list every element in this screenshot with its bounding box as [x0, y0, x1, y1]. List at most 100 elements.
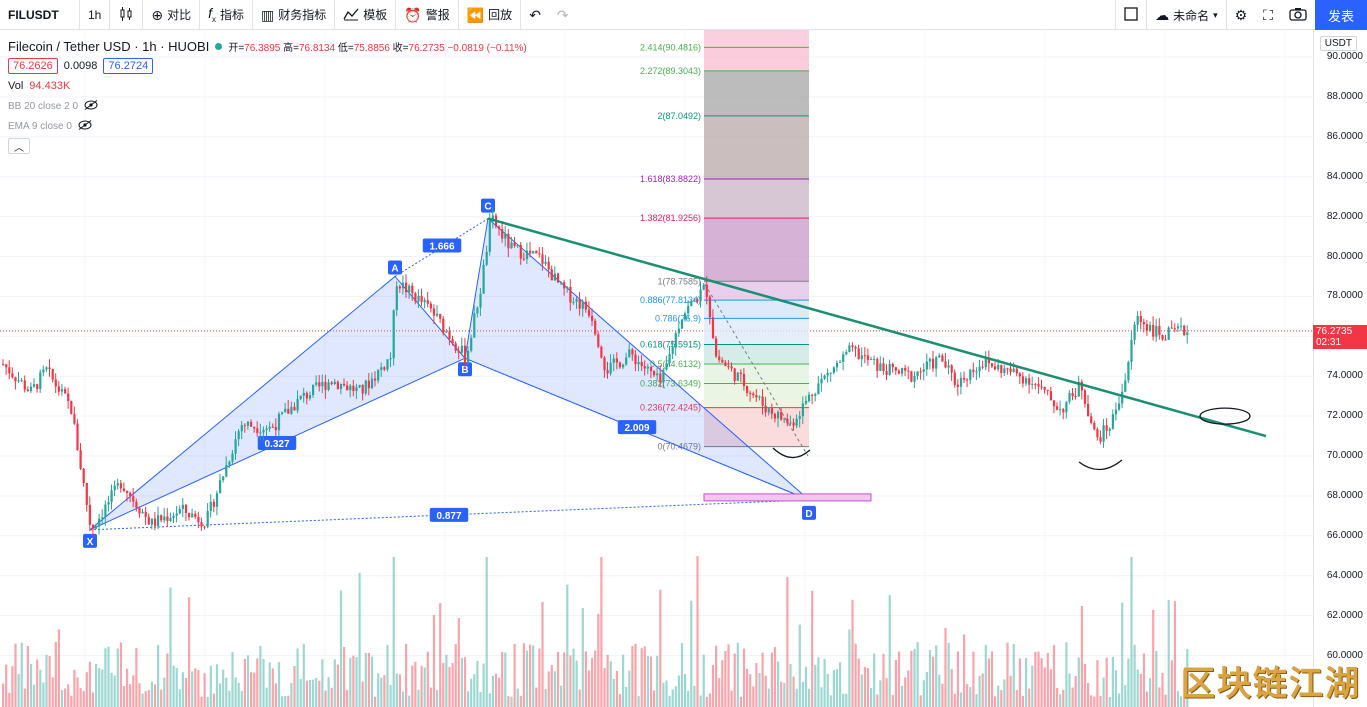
- undo-button[interactable]: ↶: [521, 0, 549, 30]
- candle-body: [904, 367, 907, 371]
- alert-button[interactable]: ⏰ 警报: [396, 0, 459, 30]
- volume-bar: [646, 656, 649, 707]
- high-value: 76.8134: [298, 42, 336, 54]
- indicators-button[interactable]: fx 指标: [200, 0, 254, 30]
- volume-bar: [191, 671, 194, 707]
- candle-body: [758, 396, 761, 398]
- volume-bar: [761, 652, 764, 707]
- layout-name-button[interactable]: ☁ 未命名 ▾: [1147, 0, 1227, 30]
- volume-bar: [1186, 648, 1189, 707]
- candle-body: [389, 358, 392, 360]
- candle-body: [656, 373, 659, 376]
- compare-button[interactable]: ⊕ 对比: [143, 0, 201, 30]
- volume-bar: [832, 670, 835, 707]
- ask-price[interactable]: 76.2724: [103, 58, 154, 74]
- collapse-legend-button[interactable]: ︿: [8, 138, 30, 154]
- candle-body: [597, 334, 600, 347]
- volume-bar: [1083, 663, 1087, 707]
- templates-button[interactable]: 模板: [335, 0, 397, 30]
- candle-body: [820, 378, 823, 384]
- volume-bar: [966, 684, 969, 707]
- volume-bar: [473, 674, 476, 707]
- settings-button[interactable]: ⚙: [1227, 0, 1256, 30]
- volume-bar: [947, 642, 950, 707]
- candle-body: [293, 406, 296, 411]
- volume-bar: [48, 655, 51, 707]
- axis-tick-label: 86.0000: [1326, 130, 1363, 142]
- volume-bar: [426, 651, 429, 707]
- redo-button[interactable]: ↷: [549, 0, 577, 30]
- replay-button[interactable]: ⏪ 回放: [459, 0, 522, 30]
- select-layout-button[interactable]: [1115, 0, 1148, 30]
- candle-body: [507, 233, 510, 249]
- candle-body: [1176, 326, 1180, 329]
- volume-bar: [14, 643, 17, 707]
- candle-body: [829, 372, 832, 374]
- axis-tick-label: 90.0000: [1326, 51, 1363, 62]
- eye-slash-icon[interactable]: [78, 119, 92, 133]
- ema-legend-row[interactable]: EMA 9 close 0: [8, 116, 527, 136]
- candle-body: [113, 485, 116, 491]
- candle-body: [1183, 325, 1186, 335]
- volume-bar: [612, 678, 615, 707]
- fib-zone: [704, 70, 809, 116]
- bb-legend-row[interactable]: BB 20 close 2 0: [8, 96, 527, 116]
- symbol-search-button[interactable]: FILUSDT: [0, 0, 80, 30]
- alarm-clock-icon: ⏰: [404, 6, 422, 23]
- candle-body: [265, 428, 268, 430]
- volume-bar: [897, 651, 901, 707]
- interval-button[interactable]: 1h: [80, 0, 111, 30]
- candle-body: [476, 307, 479, 314]
- candle-body: [777, 411, 780, 419]
- snapshot-button[interactable]: [1281, 0, 1315, 30]
- volume-bar: [572, 648, 575, 707]
- volume-bar: [395, 673, 398, 707]
- candle-body: [386, 359, 389, 370]
- candle-body: [702, 284, 705, 290]
- volume-bar: [928, 649, 932, 707]
- fullscreen-button[interactable]: ⛶: [1255, 0, 1281, 30]
- volume-bar: [953, 693, 956, 707]
- volume-bar: [1111, 657, 1114, 707]
- volume-bar: [172, 665, 175, 707]
- volume-bar: [1173, 601, 1176, 707]
- volume-bar: [374, 696, 377, 707]
- candle-body: [696, 299, 699, 302]
- chart-type-button[interactable]: [110, 0, 144, 30]
- volume-bar: [281, 696, 284, 707]
- xabcd-pattern[interactable]: X A B C D 0.327 1.666 2.009 0.877: [83, 198, 872, 548]
- candle-body: [1083, 390, 1087, 404]
- candle-body: [913, 376, 916, 382]
- candle-body: [600, 346, 603, 358]
- candle-body: [144, 511, 147, 517]
- volume-bar: [842, 693, 845, 707]
- publish-button[interactable]: 发表: [1314, 0, 1367, 30]
- price-axis[interactable]: USDT 90.0000 88.0000 86.0000 84.0000 82.0000…: [1313, 30, 1367, 707]
- alert-label: 警报: [425, 8, 450, 22]
- candle-body: [281, 412, 284, 414]
- candle-body: [994, 366, 997, 370]
- volume-bar: [200, 696, 203, 707]
- eye-slash-icon[interactable]: [84, 99, 98, 113]
- compare-label: 对比: [167, 8, 192, 22]
- candle-body: [157, 515, 160, 526]
- candle-body: [1071, 392, 1074, 397]
- pattern-point-b-bg: [458, 362, 472, 377]
- volume-legend-row[interactable]: Vol 94.433K: [8, 76, 527, 96]
- symbol-legend-row[interactable]: Filecoin / Tether USD · 1h · HUOBI 开=76.…: [8, 36, 527, 56]
- chart-pane[interactable]: 2.414(90.4816) 2.272(89.3043) 2(87.0492) 1.…: [0, 30, 1313, 707]
- candle-body: [990, 363, 994, 367]
- financials-button[interactable]: ▥ 财务指标: [253, 0, 336, 30]
- fib-zone: [704, 30, 809, 48]
- axis-tick-label: 62.0000: [1326, 609, 1363, 621]
- volume-bar: [1164, 694, 1167, 707]
- currency-tag[interactable]: USDT: [1319, 36, 1357, 51]
- candle-body: [160, 515, 163, 521]
- candle-body: [268, 426, 271, 429]
- candle-body: [684, 313, 687, 320]
- candle-body: [591, 315, 594, 321]
- drawings-overlay[interactable]: [487, 217, 1267, 471]
- chart-canvas[interactable]: 2.414(90.4816) 2.272(89.3043) 2(87.0492) 1.…: [0, 30, 1313, 707]
- volume-bar: [330, 687, 333, 707]
- bid-price[interactable]: 76.2626: [8, 58, 58, 74]
